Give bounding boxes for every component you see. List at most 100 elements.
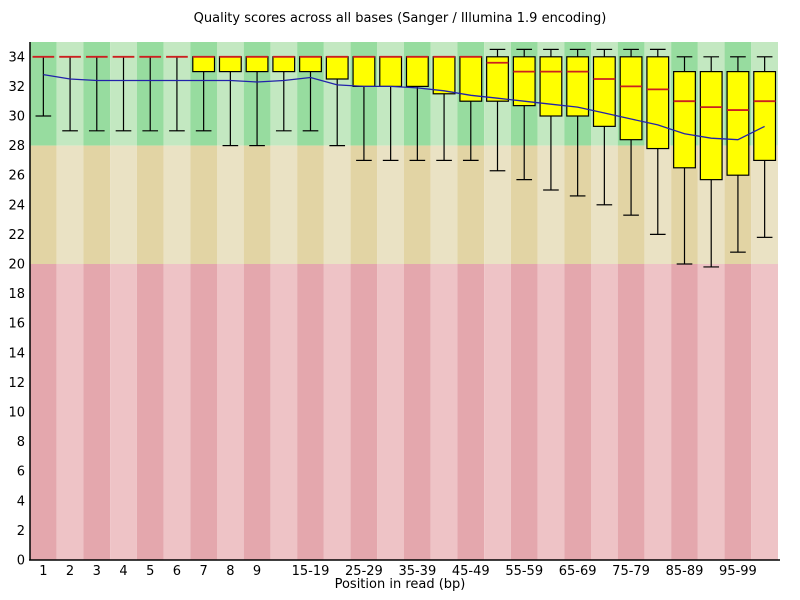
quartile-box [673, 70, 696, 169]
x-tick-label: 1 [39, 564, 47, 579]
zone-band-poor [564, 264, 591, 560]
zone-band-poor [323, 264, 351, 560]
zone-band-poor [56, 264, 84, 560]
zone-band-poor [751, 264, 778, 560]
zone-band-medium [404, 145, 431, 264]
y-tick-label: 30 [8, 110, 25, 125]
y-tick-label: 18 [8, 287, 25, 302]
quartile-box [192, 56, 216, 73]
quartile-box [619, 56, 643, 141]
x-tick-label: 95-99 [719, 564, 757, 579]
x-tick-label: 55-59 [505, 564, 543, 579]
zone-band-poor [110, 264, 137, 560]
mean-quality-line [43, 73, 765, 141]
zone-band-poor [270, 264, 298, 560]
x-tick-label: 3 [93, 564, 101, 579]
zone-band-poor [671, 264, 698, 560]
zone-band-medium [377, 145, 404, 264]
zone-band-medium [457, 145, 485, 264]
x-tick-label: 65-69 [559, 564, 597, 579]
zone-band-poor [297, 264, 324, 560]
y-tick-label: 22 [8, 228, 25, 243]
zone-band-medium [430, 145, 458, 264]
x-tick-label: 15-19 [292, 564, 330, 579]
zone-band-poor [350, 264, 378, 560]
y-tick-label: 26 [8, 169, 25, 184]
zone-band-poor [484, 264, 511, 560]
zone-band-poor [404, 264, 431, 560]
zone-band-poor [510, 264, 538, 560]
y-tick-label: 24 [8, 198, 25, 213]
y-tick-label: 10 [8, 406, 25, 421]
y-tick-label: 12 [8, 376, 25, 391]
zone-band-poor [537, 264, 565, 560]
zone-band-medium [297, 145, 324, 264]
y-tick-label: 14 [8, 346, 25, 361]
quartile-box [646, 56, 670, 150]
zone-band-poor [190, 264, 217, 560]
zone-band-poor [697, 264, 725, 560]
quartile-box [379, 56, 403, 87]
y-tick-label: 6 [17, 465, 25, 480]
x-tick-label: 8 [226, 564, 234, 579]
y-tick-label: 4 [17, 494, 25, 509]
zone-band-medium [243, 145, 271, 264]
zone-band-medium [56, 145, 84, 264]
x-tick-label: 35-39 [398, 564, 436, 579]
zone-band-poor [591, 264, 618, 560]
quartile-box [699, 70, 723, 181]
zone-band-poor [243, 264, 271, 560]
y-tick-label: 0 [17, 554, 25, 569]
y-tick-label: 2 [17, 524, 25, 539]
quartile-box [726, 70, 750, 176]
quartile-box [753, 70, 777, 162]
chart-title: Quality scores across all bases (Sanger … [193, 11, 607, 26]
zone-band-poor [136, 264, 164, 560]
quartile-box [432, 56, 456, 95]
quartile-box [592, 56, 616, 127]
zone-band-poor [83, 264, 111, 560]
quartile-box [486, 56, 509, 102]
zone-band-poor [377, 264, 404, 560]
zone-band-medium [110, 145, 137, 264]
x-axis-label: Position in read (bp) [334, 577, 466, 592]
zone-band-medium [323, 145, 351, 264]
zone-band-poor [617, 264, 645, 560]
x-tick-label: 85-89 [666, 564, 704, 579]
zone-band-medium [270, 145, 298, 264]
zone-band-medium [190, 145, 217, 264]
zone-band-medium [217, 145, 244, 264]
y-tick-label: 8 [17, 435, 25, 450]
x-tick-label: 4 [119, 564, 127, 579]
quartile-box [272, 56, 296, 73]
x-tick-label: 7 [200, 564, 208, 579]
quartile-box [352, 56, 376, 87]
x-tick-label: 2 [66, 564, 74, 579]
x-tick-label: 45-49 [452, 564, 490, 579]
zone-band-poor [30, 264, 57, 560]
x-tick-label: 5 [146, 564, 154, 579]
zone-band-poor [430, 264, 458, 560]
quartile-box [405, 56, 429, 87]
zone-band-poor [217, 264, 244, 560]
x-tick-label: 25-29 [345, 564, 383, 579]
zone-band-medium [30, 145, 57, 264]
quartile-box [245, 56, 269, 73]
quartile-box [512, 56, 536, 107]
y-tick-label: 20 [8, 258, 25, 273]
y-tick-label: 34 [8, 50, 25, 65]
quartile-box [325, 56, 349, 80]
x-tick-label: 75-79 [612, 564, 650, 579]
zone-band-poor [644, 264, 672, 560]
quartile-box [299, 56, 322, 73]
zone-band-medium [163, 145, 191, 264]
y-tick-label: 28 [8, 139, 25, 154]
zone-band-medium [136, 145, 164, 264]
zone-band-poor [163, 264, 191, 560]
zone-band-poor [724, 264, 752, 560]
zone-band-poor [457, 264, 485, 560]
x-tick-label: 6 [173, 564, 181, 579]
x-tick-label: 9 [253, 564, 261, 579]
